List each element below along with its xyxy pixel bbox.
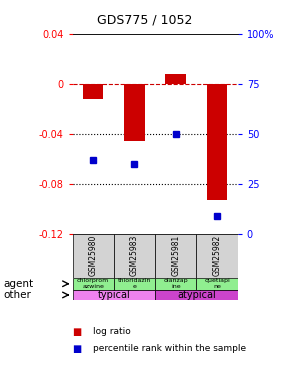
Text: GSM25983: GSM25983 (130, 235, 139, 276)
Bar (166, 74, 186, 84)
Text: quetiapi
ne: quetiapi ne (204, 278, 230, 289)
Text: GDS775 / 1052: GDS775 / 1052 (97, 13, 193, 26)
Bar (114, 278, 155, 290)
Bar (72, 290, 155, 300)
Text: agent: agent (3, 279, 33, 289)
Text: chlorprom
azwine: chlorprom azwine (77, 278, 109, 289)
Bar (155, 234, 196, 278)
Text: ■: ■ (72, 327, 82, 337)
Text: GSM25982: GSM25982 (213, 235, 222, 276)
Text: atypical: atypical (177, 290, 216, 300)
Bar (155, 278, 196, 290)
Text: olanzap
ine: olanzap ine (164, 278, 188, 289)
Bar (83, 84, 104, 99)
Text: GSM25980: GSM25980 (89, 235, 98, 276)
Text: other: other (3, 290, 31, 300)
Bar (72, 234, 114, 278)
Bar (207, 84, 227, 200)
Text: thioridazin
e: thioridazin e (118, 278, 151, 289)
Bar (196, 234, 238, 278)
Bar (114, 234, 155, 278)
Bar (124, 84, 145, 141)
Text: percentile rank within the sample: percentile rank within the sample (93, 344, 246, 353)
Text: typical: typical (97, 290, 130, 300)
Text: ■: ■ (72, 344, 82, 354)
Bar (72, 278, 114, 290)
Bar (155, 290, 238, 300)
Text: GSM25981: GSM25981 (171, 235, 180, 276)
Bar (196, 278, 238, 290)
Text: log ratio: log ratio (93, 327, 130, 336)
